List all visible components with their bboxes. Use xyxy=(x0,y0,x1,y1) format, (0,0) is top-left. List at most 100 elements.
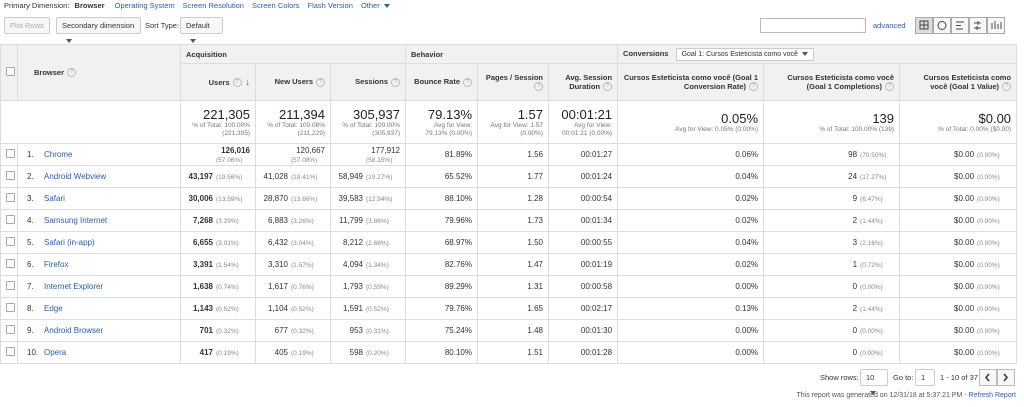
column-header[interactable]: Avg. Session Duration? xyxy=(547,63,619,101)
column-header[interactable]: Cursos Esteticista como você (Goal 1 Con… xyxy=(617,63,765,101)
metric-percent: (13.59%) xyxy=(216,196,243,203)
column-header[interactable]: Bounce Rate? xyxy=(405,63,478,101)
metric-percent: (1.54%) xyxy=(216,262,239,269)
data-row: 6. Firefox 3,391 (1.54%) 3,310 (1.57%) 4,094 (1… xyxy=(0,253,1018,276)
column-header[interactable]: Browser? xyxy=(17,44,181,101)
metric-cell: 00:01:34 xyxy=(547,209,619,232)
browser-link[interactable]: Opera xyxy=(44,348,67,357)
metric-cell: 82.76% xyxy=(405,253,478,276)
browser-link[interactable]: Internet Explorer xyxy=(44,282,104,291)
metric-percent: (0.52%) xyxy=(291,306,314,313)
metric-cell: $0.00 (0.00%) xyxy=(899,319,1018,342)
browser-link[interactable]: Edge xyxy=(44,304,63,313)
row-checkbox[interactable] xyxy=(0,341,18,364)
column-header[interactable]: Cursos Esteticista como você (Goal 1 Val… xyxy=(899,63,1018,101)
metric-value: 1.28 xyxy=(527,194,543,203)
label: Default xyxy=(186,21,210,30)
row-checkbox[interactable] xyxy=(0,319,18,342)
total-value: 00:01:21 xyxy=(561,106,613,122)
row-checkbox[interactable] xyxy=(0,209,18,232)
browser-link[interactable]: Safari xyxy=(44,194,65,203)
label: Goal 1: Cursos Esteticista como você xyxy=(681,50,798,58)
metric-value: 1.48 xyxy=(527,326,543,335)
metric-cell: $0.00 (0.00%) xyxy=(899,143,1018,166)
browser-link[interactable]: Android Browser xyxy=(44,326,104,335)
nav-link[interactable]: Other xyxy=(361,1,390,10)
view-icons[interactable] xyxy=(915,17,1005,34)
row-index: 10. xyxy=(27,348,39,357)
data-row: 4. Samsung Internet 7,268 (3.29%) 6,883 (3.26… xyxy=(0,209,1018,232)
metric-value: 41,028 xyxy=(263,172,288,181)
active-dimension: Browser xyxy=(74,1,105,10)
sort-type-select[interactable]: Default xyxy=(180,17,223,44)
select-all[interactable] xyxy=(0,44,18,101)
metric-percent: (0.00%) xyxy=(977,152,1000,159)
browser-link[interactable]: Chrome xyxy=(44,150,73,159)
metric-value: 00:01:19 xyxy=(580,260,613,269)
metric-value: 1,617 xyxy=(267,282,288,291)
refresh-link[interactable]: Refresh Report xyxy=(968,392,1016,399)
metric-percent: (2.68%) xyxy=(366,240,389,247)
group-header: Acquisition xyxy=(180,44,406,64)
metric-cell: 9 (6.47%) xyxy=(763,187,901,210)
secondary-dimension-select[interactable]: Secondary dimension xyxy=(56,17,141,44)
dimension-cell: 5. Safari (in-app) xyxy=(17,231,181,254)
metric-percent: (0.32%) xyxy=(216,328,239,335)
nav-link[interactable]: Screen Resolution xyxy=(182,1,244,10)
empty-cell xyxy=(0,100,181,144)
metric-percent: (0.52%) xyxy=(216,306,239,313)
metric-cell: 1.50 xyxy=(477,231,549,254)
column-header[interactable]: Users? ↓ xyxy=(180,63,256,101)
show-rows-select[interactable]: 10 xyxy=(860,369,888,396)
browser-link[interactable]: Android Webview xyxy=(44,172,107,181)
dimension-cell: 3. Safari xyxy=(17,187,181,210)
label: Cursos Esteticista como você (Goal 1 Val… xyxy=(923,72,1012,91)
browser-link[interactable]: Firefox xyxy=(44,260,69,269)
metric-value: 00:00:54 xyxy=(580,194,613,203)
data-row: 1. Chrome 126,016(57.06%) 120,667(57.08%) 17… xyxy=(0,143,1018,166)
row-checkbox[interactable] xyxy=(0,275,18,298)
metric-cell: 00:01:24 xyxy=(547,165,619,188)
metric-percent: (0.00%) xyxy=(977,284,1000,291)
metric-cell: 1.48 xyxy=(477,319,549,342)
metric-cell: 6,432 (3.04%) xyxy=(255,231,331,254)
metric-cell: 11,799 (3.86%) xyxy=(330,209,406,232)
total-value: $0.00 xyxy=(978,110,1012,126)
goal-select[interactable]: Goal 1: Cursos Esteticista como você xyxy=(675,47,814,61)
nav-link[interactable]: Operating System xyxy=(114,1,175,10)
row-checkbox[interactable] xyxy=(0,187,18,210)
row-checkbox[interactable] xyxy=(0,231,18,254)
row-checkbox[interactable] xyxy=(0,165,18,188)
row-checkbox[interactable] xyxy=(0,253,18,276)
label: Bounce Rate xyxy=(414,77,460,87)
metric-percent: (17.27%) xyxy=(860,174,887,181)
column-header[interactable]: Pages / Session? xyxy=(477,63,549,101)
metric-value: 79.96% xyxy=(444,216,472,225)
metric-value: 1.31 xyxy=(527,282,543,291)
column-header[interactable]: New Users? xyxy=(255,63,331,101)
metric-cell: 39,583 (12.94%) xyxy=(330,187,406,210)
metric-value: 11,799 xyxy=(339,216,363,225)
plot-rows-button[interactable]: Plot Rows xyxy=(4,17,50,34)
nav-link[interactable]: Screen Colors xyxy=(251,1,300,10)
nav-link[interactable]: Flash Version xyxy=(307,1,353,10)
metric-cell: 00:01:19 xyxy=(547,253,619,276)
browser-link[interactable]: Samsung Internet xyxy=(44,216,108,225)
pager[interactable] xyxy=(979,369,1015,386)
metric-cell: 00:00:58 xyxy=(547,275,619,298)
go-to-input[interactable]: 1 xyxy=(915,369,935,386)
column-header[interactable]: Sessions? xyxy=(330,63,406,101)
column-header[interactable]: Cursos Esteticista como você (Goal 1 Com… xyxy=(763,63,901,101)
metric-value: 81.89% xyxy=(444,150,472,159)
row-checkbox[interactable] xyxy=(0,297,18,320)
metric-cell: 4,094 (1.34%) xyxy=(330,253,406,276)
metric-cell: 0.06% xyxy=(617,143,765,166)
metric-value: 0 xyxy=(852,348,858,357)
total-cell: 79.13% Avg for View: 79.13% (0.00%) xyxy=(405,100,478,144)
total-cell: 221,305% of Total: 100.00% (221,305) xyxy=(180,100,256,144)
advanced-link[interactable]: advanced xyxy=(873,21,906,30)
browser-link[interactable]: Safari (in-app) xyxy=(44,238,95,247)
search-input[interactable] xyxy=(760,18,866,33)
row-checkbox[interactable] xyxy=(0,143,18,166)
